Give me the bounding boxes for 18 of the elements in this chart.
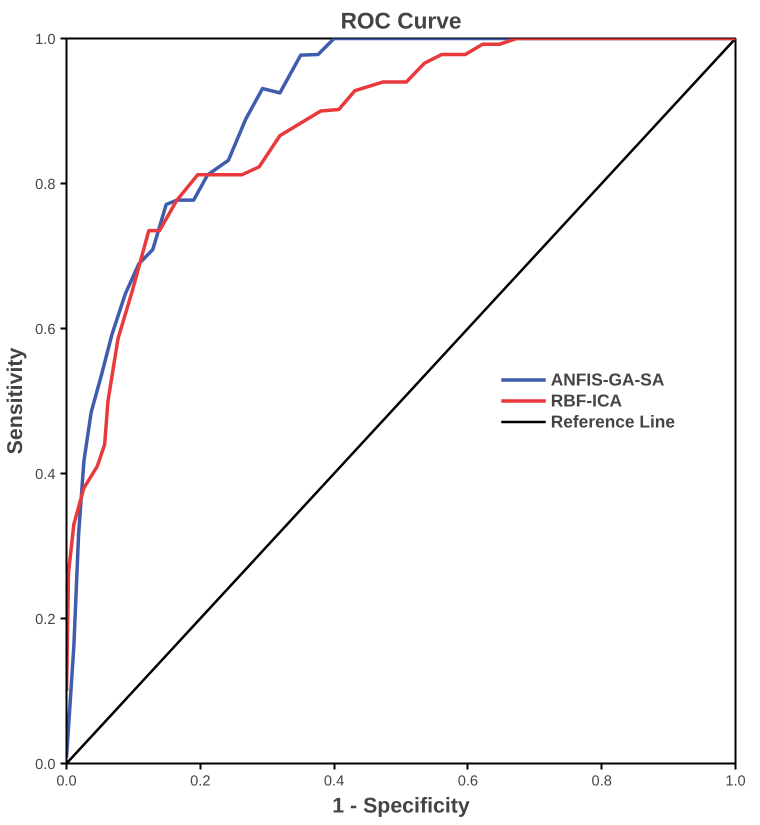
- y-tick-label: 0.4: [35, 467, 56, 483]
- x-tick-label: 0.2: [190, 774, 210, 790]
- y-tick-label: 0.6: [35, 322, 56, 338]
- y-tick-label: 0.8: [35, 177, 56, 193]
- x-tick-label: 0.0: [56, 774, 77, 790]
- x-axis-title: 1 - Specificity: [332, 794, 470, 818]
- legend-label: ANFIS-GA-SA: [550, 369, 664, 390]
- y-tick-label: 1.0: [35, 32, 56, 48]
- legend-label: RBF-ICA: [550, 390, 622, 411]
- x-tick-label: 0.6: [458, 774, 478, 790]
- y-tick-label: 0.2: [35, 612, 56, 628]
- legend-label: Reference Line: [550, 411, 675, 432]
- x-tick-label: 0.8: [592, 774, 612, 790]
- x-tick-label: 1.0: [725, 774, 746, 790]
- y-axis-title: Sensitivity: [3, 348, 28, 454]
- x-tick-label: 0.4: [324, 774, 344, 790]
- chart-title: ROC Curve: [340, 8, 462, 34]
- y-tick-label: 0.0: [35, 757, 56, 773]
